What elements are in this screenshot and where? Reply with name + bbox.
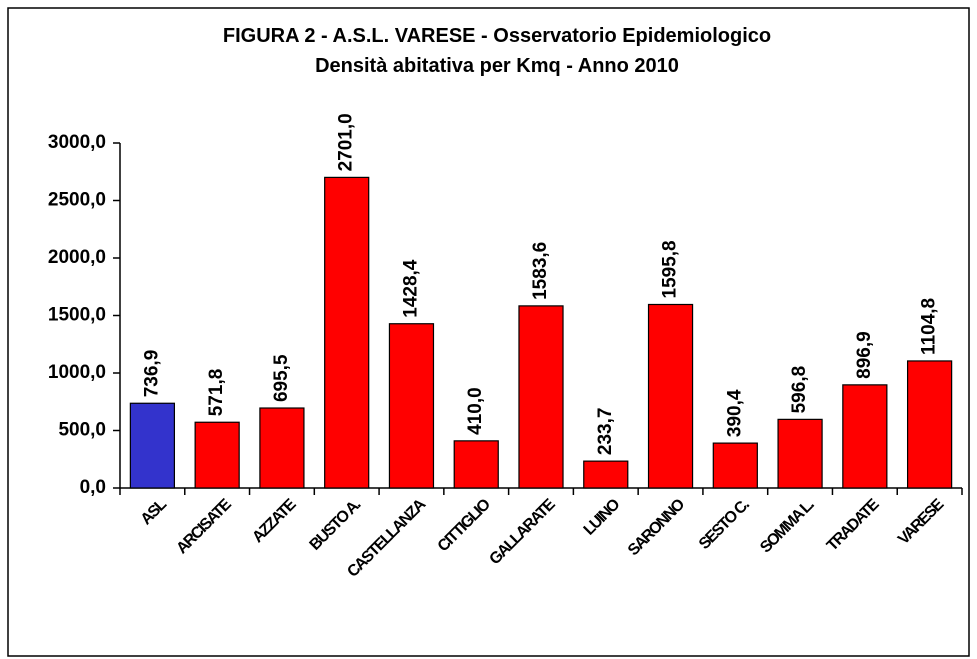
value-label: 1428,4 (400, 259, 421, 318)
bar (259, 407, 305, 489)
y-tick-label: 0,0 (80, 477, 106, 498)
chart-subtitle: Densità abitativa per Kmq - Anno 2010 (315, 55, 679, 77)
bar (647, 303, 694, 489)
bar (453, 440, 499, 489)
value-label: 2701,0 (336, 113, 357, 171)
value-label: 390,4 (724, 389, 745, 437)
chart-title: FIGURA 2 - A.S.L. VARESE - Osservatorio … (223, 25, 771, 47)
bar (388, 323, 435, 489)
value-label: 571,8 (206, 369, 227, 417)
y-tick-label: 2000,0 (48, 247, 106, 268)
y-tick-label: 3000,0 (48, 132, 106, 153)
value-label: 233,7 (595, 408, 616, 456)
value-label: 1104,8 (919, 298, 940, 355)
bar (194, 421, 240, 489)
bar (906, 360, 953, 489)
value-label: 1583,6 (530, 242, 551, 300)
bar (518, 305, 564, 489)
bar (129, 402, 176, 489)
value-label: 896,9 (854, 331, 875, 379)
y-tick-label: 2500,0 (48, 190, 106, 211)
y-tick-label: 1000,0 (48, 362, 106, 383)
y-tick-label: 1500,0 (48, 305, 106, 326)
value-label: 1595,8 (660, 240, 681, 298)
bar (324, 176, 370, 489)
value-label: 736,9 (141, 350, 162, 398)
bar (583, 460, 629, 489)
bar (842, 384, 888, 489)
value-label: 695,5 (271, 354, 292, 402)
bar (777, 418, 823, 489)
value-label: 410,0 (465, 387, 486, 435)
chart-frame (7, 7, 970, 657)
y-tick-label: 500,0 (58, 420, 106, 441)
bar (712, 442, 758, 489)
value-label: 596,8 (789, 366, 810, 414)
